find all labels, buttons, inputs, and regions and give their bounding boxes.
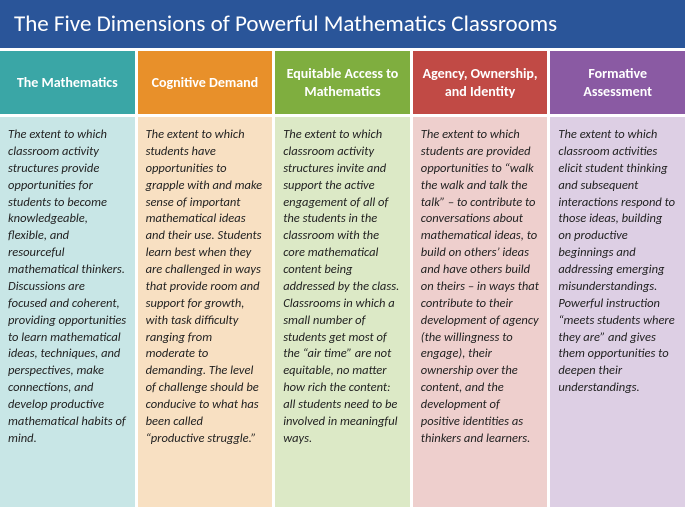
column-body: The extent to which students have opport… [138,117,273,507]
column-body: The extent to which classroom activities… [550,117,685,507]
page-title: The Five Dimensions of Powerful Mathemat… [0,0,685,51]
column-mathematics: The Mathematics The extent to which clas… [0,51,138,507]
column-header: The Mathematics [0,51,135,117]
column-header: Agency, Ownership, and Identity [413,51,548,117]
dimensions-table: The Mathematics The extent to which clas… [0,51,685,507]
column-body: The extent to which classroom activity s… [275,117,410,507]
column-header: Equitable Access to Mathematics [275,51,410,117]
column-header: Cognitive Demand [138,51,273,117]
column-formative-assessment: Formative Assessment The extent to which… [550,51,685,507]
column-header: Formative Assessment [550,51,685,117]
column-cognitive-demand: Cognitive Demand The extent to which stu… [138,51,276,507]
column-body: The extent to which classroom activity s… [0,117,135,507]
column-equitable-access: Equitable Access to Mathematics The exte… [275,51,413,507]
column-agency: Agency, Ownership, and Identity The exte… [413,51,551,507]
column-body: The extent to which students are provide… [413,117,548,507]
